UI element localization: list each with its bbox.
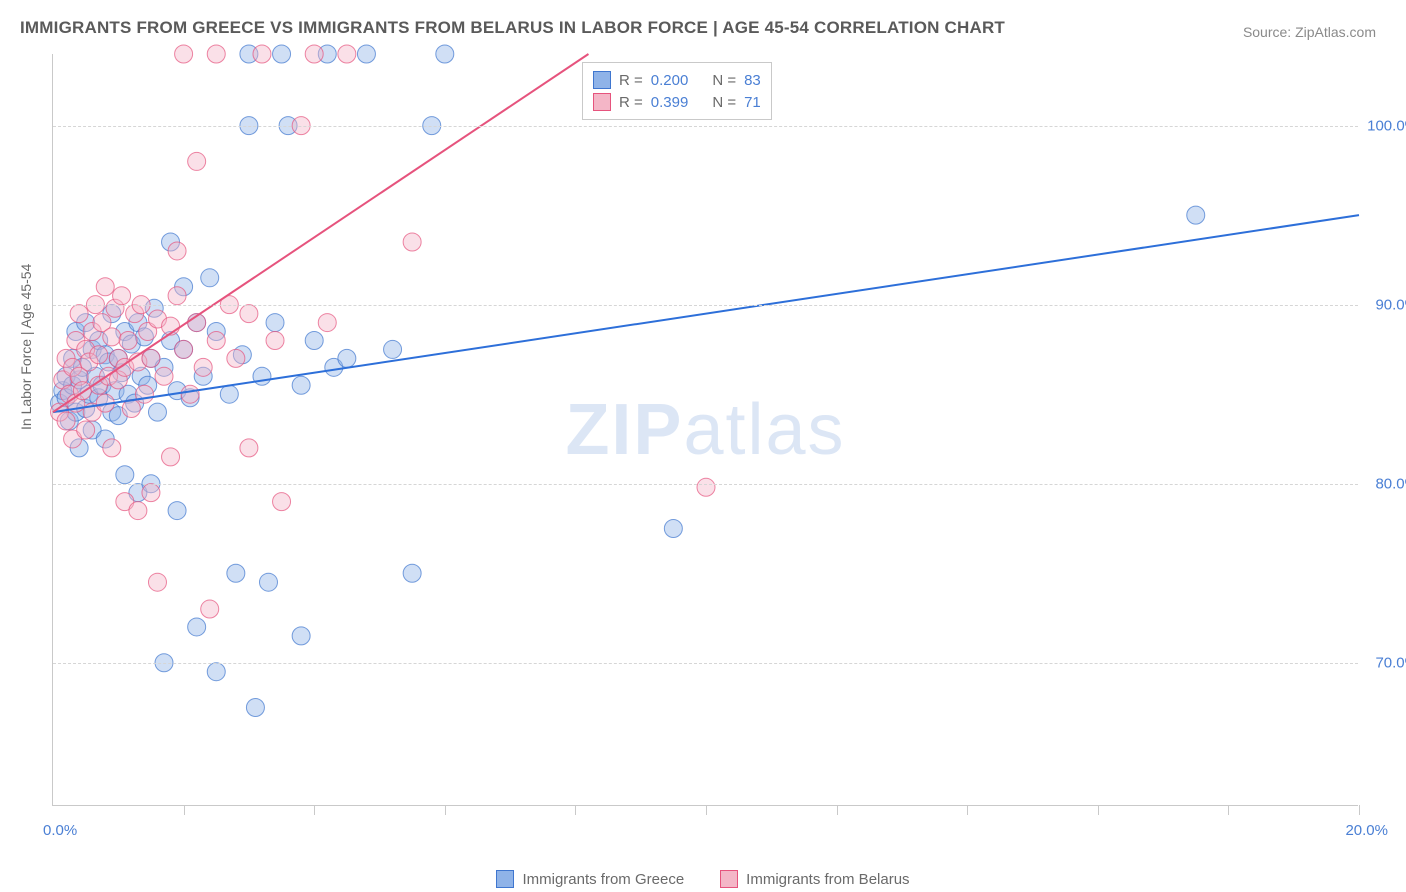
scatter-point	[116, 466, 134, 484]
scatter-point	[220, 385, 238, 403]
scatter-point	[436, 45, 454, 63]
scatter-point	[142, 349, 160, 367]
x-axis-end-label: 20.0%	[1345, 822, 1388, 839]
scatter-point	[253, 45, 271, 63]
scatter-point	[227, 349, 245, 367]
chart-title: IMMIGRANTS FROM GREECE VS IMMIGRANTS FRO…	[20, 18, 1005, 38]
scatter-point	[338, 349, 356, 367]
scatter-point	[318, 314, 336, 332]
swatch-belarus-bottom	[720, 870, 738, 888]
scatter-point	[194, 358, 212, 376]
scatter-point	[266, 331, 284, 349]
scatter-point	[57, 412, 75, 430]
scatter-point	[168, 287, 186, 305]
scatter-point	[90, 346, 108, 364]
x-axis-tick	[837, 805, 838, 815]
gridline-horizontal	[53, 126, 1358, 127]
scatter-point	[162, 448, 180, 466]
scatter-point	[181, 385, 199, 403]
x-axis-tick	[314, 805, 315, 815]
scatter-point	[697, 478, 715, 496]
gridline-horizontal	[53, 484, 1358, 485]
scatter-point	[129, 502, 147, 520]
y-axis-tick-label: 80.0%	[1375, 475, 1406, 492]
swatch-belarus	[593, 93, 611, 111]
scatter-point	[259, 573, 277, 591]
correlation-legend: R = 0.200 N = 83 R = 0.399 N = 71	[582, 62, 772, 120]
scatter-point	[240, 439, 258, 457]
gridline-horizontal	[53, 305, 1358, 306]
trend-line	[53, 54, 588, 412]
source-attribution: Source: ZipAtlas.com	[1243, 24, 1376, 40]
x-axis-start-label: 0.0%	[43, 822, 77, 839]
x-axis-tick	[967, 805, 968, 815]
scatter-point	[207, 45, 225, 63]
scatter-point	[240, 305, 258, 323]
bottom-legend: Immigrants from Greece Immigrants from B…	[0, 870, 1406, 888]
scatter-point	[175, 45, 193, 63]
scatter-point	[664, 519, 682, 537]
scatter-point	[142, 484, 160, 502]
swatch-greece-bottom	[496, 870, 514, 888]
scatter-point	[148, 573, 166, 591]
x-axis-tick	[706, 805, 707, 815]
scatter-point	[70, 305, 88, 323]
scatter-point	[227, 564, 245, 582]
scatter-point	[292, 627, 310, 645]
x-axis-tick	[445, 805, 446, 815]
scatter-point	[201, 269, 219, 287]
x-axis-tick	[184, 805, 185, 815]
scatter-point	[188, 618, 206, 636]
scatter-svg	[53, 54, 1358, 805]
scatter-point	[292, 376, 310, 394]
scatter-point	[403, 564, 421, 582]
x-axis-tick	[575, 805, 576, 815]
scatter-point	[96, 278, 114, 296]
scatter-point	[246, 699, 264, 717]
scatter-point	[103, 439, 121, 457]
y-axis-tick-label: 70.0%	[1375, 654, 1406, 671]
scatter-point	[175, 340, 193, 358]
scatter-point	[168, 242, 186, 260]
scatter-point	[155, 367, 173, 385]
chart-plot-area: ZIPatlas 0.0% 20.0% 70.0%80.0%90.0%100.0…	[52, 54, 1358, 806]
scatter-point	[357, 45, 375, 63]
scatter-point	[135, 385, 153, 403]
scatter-point	[253, 367, 271, 385]
scatter-point	[384, 340, 402, 358]
gridline-horizontal	[53, 663, 1358, 664]
scatter-point	[305, 331, 323, 349]
swatch-greece	[593, 71, 611, 89]
scatter-point	[207, 663, 225, 681]
y-axis-tick-label: 90.0%	[1375, 296, 1406, 313]
scatter-point	[113, 287, 131, 305]
scatter-point	[403, 233, 421, 251]
scatter-point	[305, 45, 323, 63]
scatter-point	[148, 403, 166, 421]
scatter-point	[103, 328, 121, 346]
scatter-point	[207, 331, 225, 349]
scatter-point	[168, 502, 186, 520]
x-axis-tick	[1228, 805, 1229, 815]
scatter-point	[201, 600, 219, 618]
scatter-point	[188, 152, 206, 170]
scatter-point	[338, 45, 356, 63]
legend-row-greece: R = 0.200 N = 83	[593, 69, 761, 91]
bottom-legend-belarus: Immigrants from Belarus	[720, 870, 909, 888]
legend-row-belarus: R = 0.399 N = 71	[593, 91, 761, 113]
scatter-point	[77, 421, 95, 439]
scatter-point	[1187, 206, 1205, 224]
x-axis-tick	[1359, 805, 1360, 815]
y-axis-tick-label: 100.0%	[1367, 117, 1406, 134]
x-axis-tick	[1098, 805, 1099, 815]
scatter-point	[266, 314, 284, 332]
scatter-point	[119, 331, 137, 349]
scatter-point	[273, 493, 291, 511]
y-axis-title: In Labor Force | Age 45-54	[18, 264, 34, 430]
scatter-point	[273, 45, 291, 63]
bottom-legend-greece: Immigrants from Greece	[496, 870, 684, 888]
